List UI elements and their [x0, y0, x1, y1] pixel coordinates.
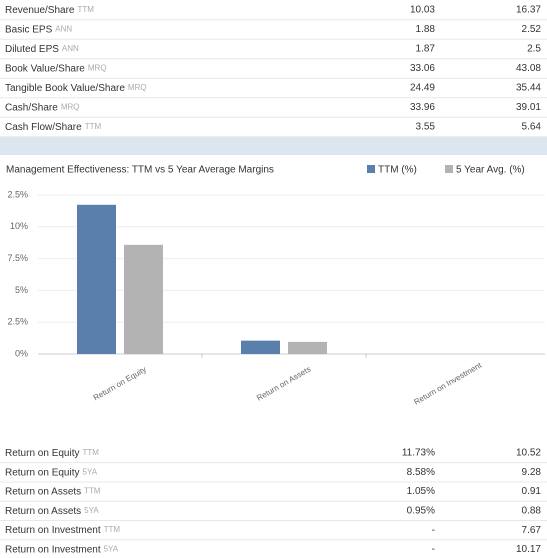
label: Cash Flow/Share: [5, 122, 82, 133]
legend-label: 5 Year Avg. (%): [456, 165, 525, 176]
label: Book Value/Share: [5, 63, 85, 74]
row-label: Diluted EPS ANN: [5, 44, 79, 55]
industry-value: 10.52: [516, 448, 541, 459]
company-value: 1.87: [416, 44, 436, 55]
bar: [241, 340, 280, 354]
row-label: Return on Assets TTM: [5, 486, 101, 497]
company-value: 0.95%: [407, 506, 435, 517]
label: Diluted EPS: [5, 44, 59, 55]
company-value: 8.58%: [407, 467, 435, 478]
y-tick-label: 10%: [10, 221, 28, 231]
row-label: Return on Equity 5YA: [5, 467, 98, 478]
legend-swatch: [367, 165, 375, 173]
row-label: Return on Assets 5YA: [5, 506, 99, 517]
y-tick-label: 7.5%: [7, 253, 28, 263]
label: Return on Investment: [5, 525, 101, 536]
industry-value: 10.17: [516, 544, 541, 555]
period: MRQ: [61, 103, 80, 112]
row-label: Tangible Book Value/Share MRQ: [5, 83, 147, 94]
row-label: Cash Flow/Share TTM: [5, 122, 101, 133]
row-label: Return on Investment 5YA: [5, 544, 119, 555]
period: ANN: [55, 25, 72, 34]
bar: [288, 341, 327, 354]
period: 5YA: [84, 506, 99, 515]
label: Tangible Book Value/Share: [5, 83, 125, 94]
company-value: 10.03: [410, 5, 435, 16]
bar: [77, 204, 116, 354]
legend-swatch: [445, 165, 453, 173]
y-tick-label: 0%: [15, 348, 28, 358]
x-tick-label: Return on Equity: [92, 365, 148, 403]
period: TTM: [78, 5, 95, 14]
x-tick-label: Return on Investment: [412, 360, 483, 406]
label: Revenue/Share: [5, 5, 75, 16]
row-label: Basic EPS ANN: [5, 24, 72, 35]
industry-value: 0.91: [522, 486, 542, 497]
company-value: 1.88: [416, 24, 436, 35]
y-tick-label: 2.5%: [7, 317, 28, 327]
bar: [124, 244, 163, 354]
legend-label: TTM (%): [378, 165, 417, 176]
industry-value: 7.67: [522, 525, 542, 536]
industry-value: 35.44: [516, 83, 541, 94]
company-value: 1.05%: [407, 486, 435, 497]
period: TTM: [84, 487, 101, 496]
label: Return on Assets: [5, 506, 81, 517]
y-tick-label: 5%: [15, 285, 28, 295]
label: Return on Equity: [5, 467, 80, 478]
company-value: 11.73%: [402, 448, 435, 459]
industry-value: 9.28: [522, 467, 542, 478]
company-value: 33.96: [410, 102, 435, 113]
period: 5YA: [104, 545, 119, 554]
period: TTM: [104, 525, 121, 534]
row-label: Book Value/Share MRQ: [5, 63, 107, 74]
y-tick-label: 2.5%: [7, 189, 28, 199]
row-label: Return on Equity TTM: [5, 448, 99, 459]
period: MRQ: [128, 83, 147, 92]
period: TTM: [85, 122, 102, 131]
industry-value: 5.64: [522, 122, 542, 133]
period: 5YA: [83, 467, 98, 476]
company-value: -: [432, 525, 435, 536]
label: Return on Assets: [5, 486, 81, 497]
row-label: Cash/Share MRQ: [5, 102, 79, 113]
company-value: 33.06: [410, 63, 435, 74]
chart-title: Management Effectiveness: TTM vs 5 Year …: [6, 165, 274, 176]
period: TTM: [83, 448, 100, 457]
label: Cash/Share: [5, 102, 58, 113]
industry-value: 0.88: [522, 506, 542, 517]
industry-value: 43.08: [516, 63, 541, 74]
section-band: [0, 137, 547, 155]
row-label: Revenue/Share TTM: [5, 5, 94, 16]
company-value: 3.55: [416, 122, 436, 133]
row-label: Return on Investment TTM: [5, 525, 120, 536]
industry-value: 2.52: [522, 24, 542, 35]
label: Return on Investment: [5, 544, 101, 555]
label: Return on Equity: [5, 448, 80, 459]
company-value: 24.49: [410, 83, 435, 94]
x-tick-label: Return on Assets: [255, 365, 312, 403]
period: ANN: [62, 44, 79, 53]
period: MRQ: [88, 64, 107, 73]
industry-value: 39.01: [516, 102, 541, 113]
label: Basic EPS: [5, 24, 53, 35]
industry-value: 16.37: [516, 5, 541, 16]
company-value: -: [432, 544, 435, 555]
industry-value: 2.5: [527, 44, 541, 55]
